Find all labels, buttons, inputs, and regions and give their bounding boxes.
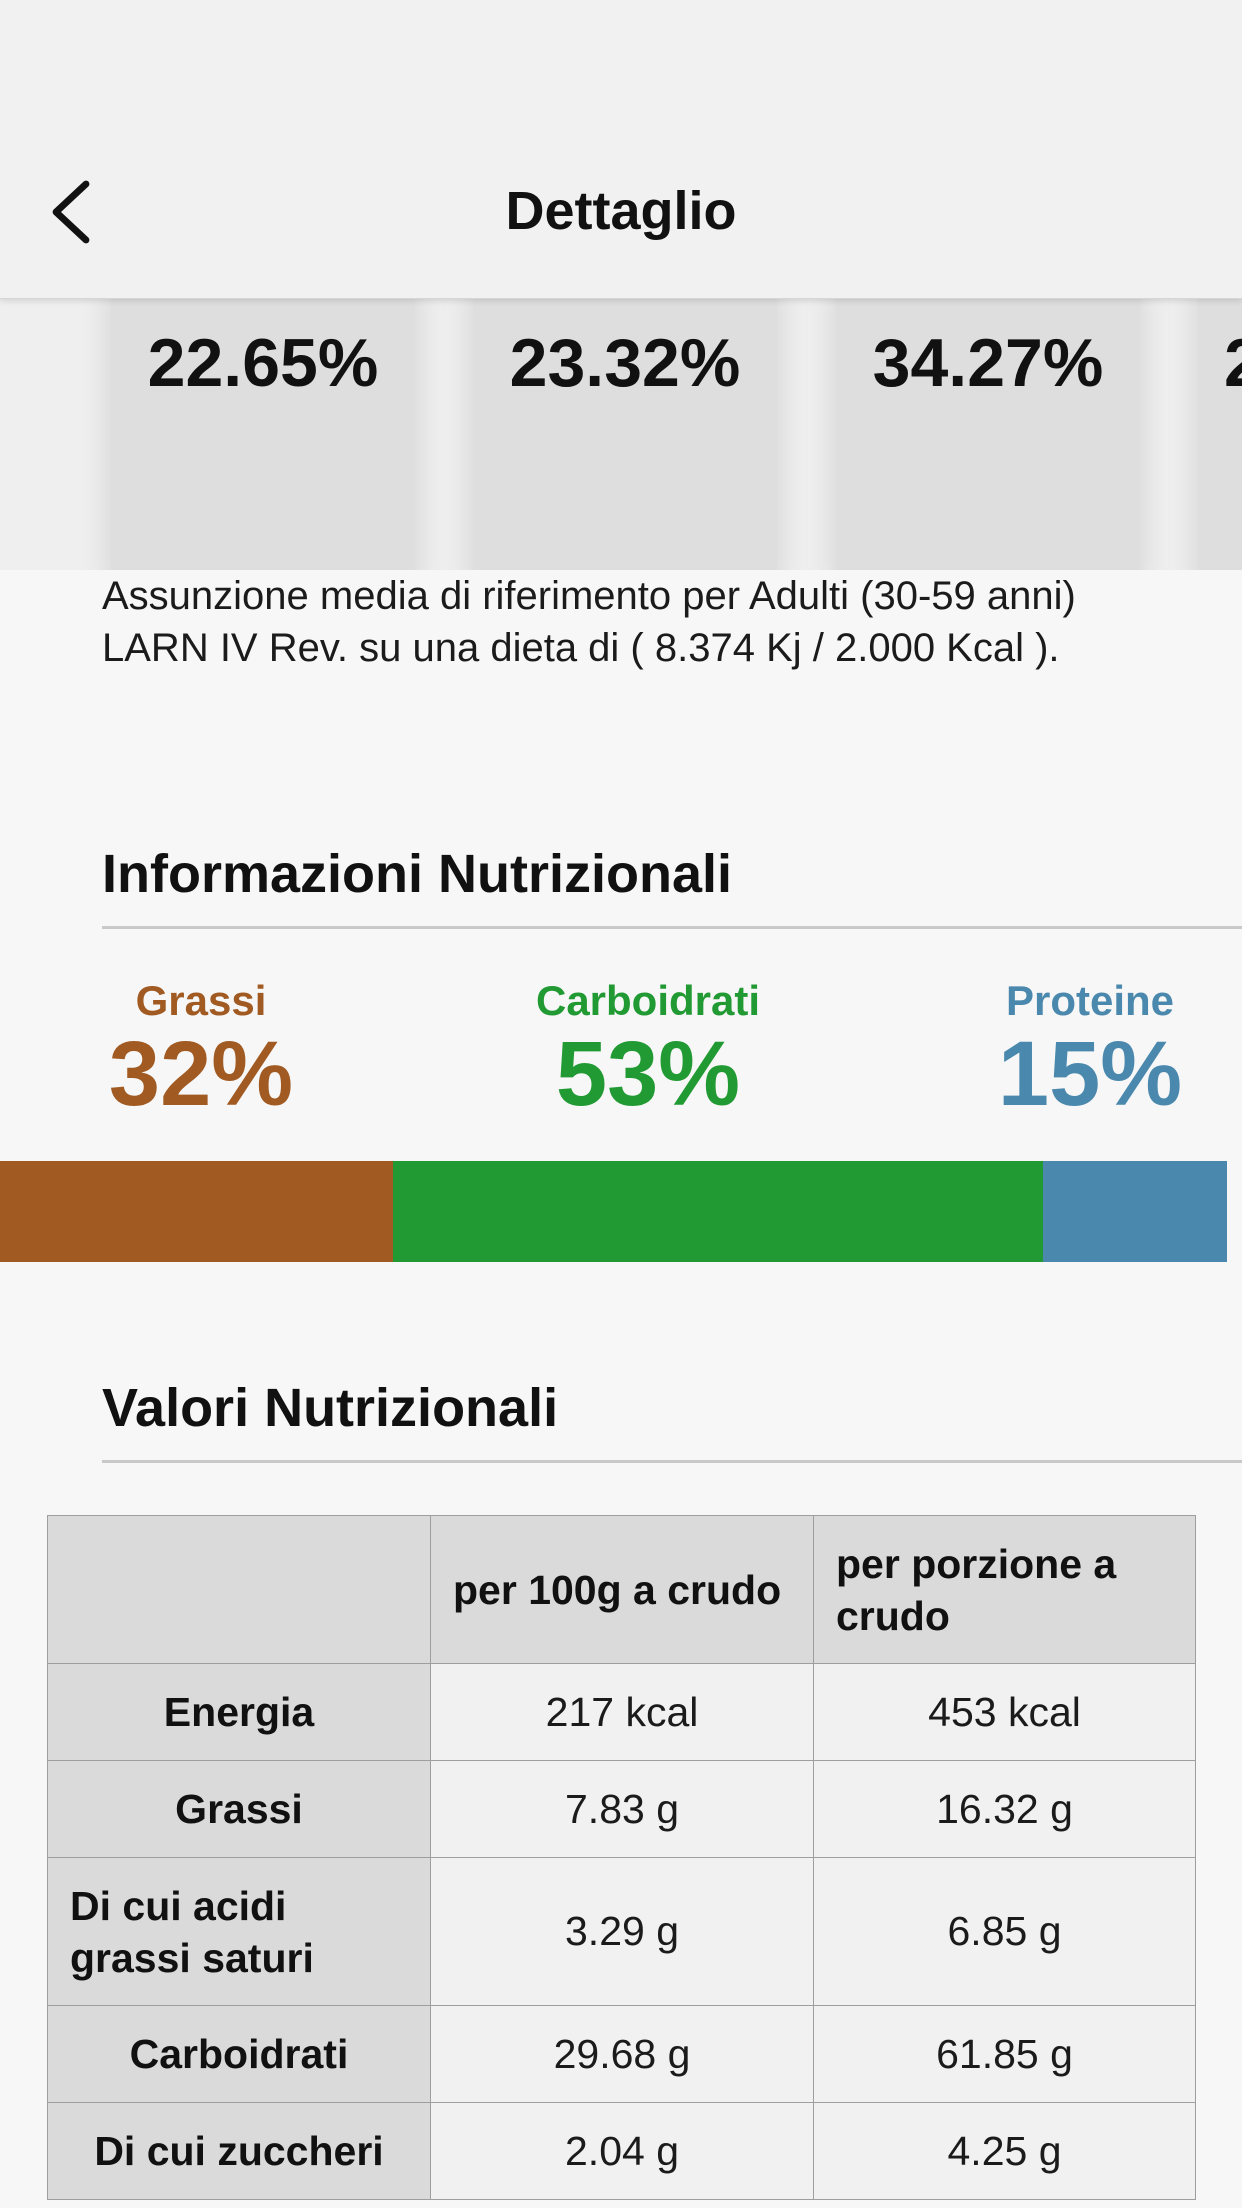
back-button[interactable]	[30, 172, 110, 252]
macro-bar-protein	[1042, 1161, 1227, 1262]
row-per100: 2.04 g	[430, 2102, 814, 2200]
page-title: Dettaglio	[505, 181, 737, 241]
macro-protein-value: 15%	[997, 1023, 1183, 1125]
nutrition-values-title: Valori Nutrizionali	[102, 1378, 559, 1438]
intake-tab-value: 2	[1198, 324, 1242, 402]
row-portion: 61.85 g	[813, 2005, 1196, 2103]
section-divider	[102, 1460, 1242, 1463]
table-row: Di cui zuccheri 2.04 g 4.25 g	[47, 2102, 1196, 2200]
nutrition-values-table: per 100g a crudo per porzione a crudo En…	[47, 1515, 1196, 2200]
row-portion: 6.85 g	[813, 1857, 1196, 2006]
row-per100: 7.83 g	[430, 1760, 814, 1858]
table-header-row: per 100g a crudo per porzione a crudo	[47, 1515, 1196, 1664]
table-row: Di cui acidi grassi saturi 3.29 g 6.85 g	[47, 1857, 1196, 2006]
macro-carbs-value: 53%	[555, 1023, 741, 1125]
table-header-per100: per 100g a crudo	[430, 1515, 814, 1664]
intake-tab-4[interactable]: 2	[1198, 298, 1242, 570]
row-portion: 453 kcal	[813, 1663, 1196, 1761]
row-label: Carboidrati	[47, 2005, 431, 2103]
row-per100: 29.68 g	[430, 2005, 814, 2103]
row-per100: 3.29 g	[430, 1857, 814, 2006]
intake-tab-2[interactable]: 23.32%	[473, 298, 777, 570]
macro-distribution-bar	[0, 1161, 1227, 1262]
macro-protein-label: Proteine	[1005, 977, 1175, 1024]
table-row: Carboidrati 29.68 g 61.85 g	[47, 2005, 1196, 2103]
row-label: Di cui acidi grassi saturi	[47, 1857, 431, 2006]
macro-carbs-label: Carboidrati	[535, 977, 761, 1024]
macro-bar-fat	[0, 1161, 393, 1262]
macro-bar-carbs	[392, 1161, 1043, 1262]
row-portion: 4.25 g	[813, 2102, 1196, 2200]
macro-fat: Grassi 32%	[102, 976, 300, 1122]
row-label: Di cui zuccheri	[47, 2102, 431, 2200]
intake-tab-3[interactable]: 34.27%	[836, 298, 1140, 570]
intake-tab-1[interactable]: 22.65%	[111, 298, 415, 570]
row-portion: 16.32 g	[813, 1760, 1196, 1858]
row-label: Grassi	[47, 1760, 431, 1858]
macro-fat-value: 32%	[108, 1023, 294, 1125]
macro-carbs: Carboidrati 53%	[520, 976, 776, 1122]
table-header-empty	[47, 1515, 431, 1664]
table-row: Energia 217 kcal 453 kcal	[47, 1663, 1196, 1761]
intake-tab-value: 22.65%	[147, 325, 379, 401]
navigation-bar: Dettaglio	[0, 0, 1242, 299]
daily-intake-strip[interactable]: 22.65% 23.32% 34.27% 2	[0, 298, 1242, 570]
nutrition-info-title: Informazioni Nutrizionali	[102, 844, 732, 904]
reference-intake-note: Assunzione media di riferimento per Adul…	[102, 574, 1076, 670]
section-divider	[102, 926, 1242, 929]
intake-tab-value: 23.32%	[509, 325, 741, 401]
table-header-portion: per porzione a crudo	[813, 1515, 1196, 1664]
chevron-left-icon	[52, 180, 90, 244]
macro-protein: Proteine 15%	[990, 976, 1190, 1122]
intake-tab-value: 34.27%	[872, 325, 1104, 401]
table-row: Grassi 7.83 g 16.32 g	[47, 1760, 1196, 1858]
row-per100: 217 kcal	[430, 1663, 814, 1761]
row-label: Energia	[47, 1663, 431, 1761]
macro-fat-label: Grassi	[135, 977, 267, 1024]
